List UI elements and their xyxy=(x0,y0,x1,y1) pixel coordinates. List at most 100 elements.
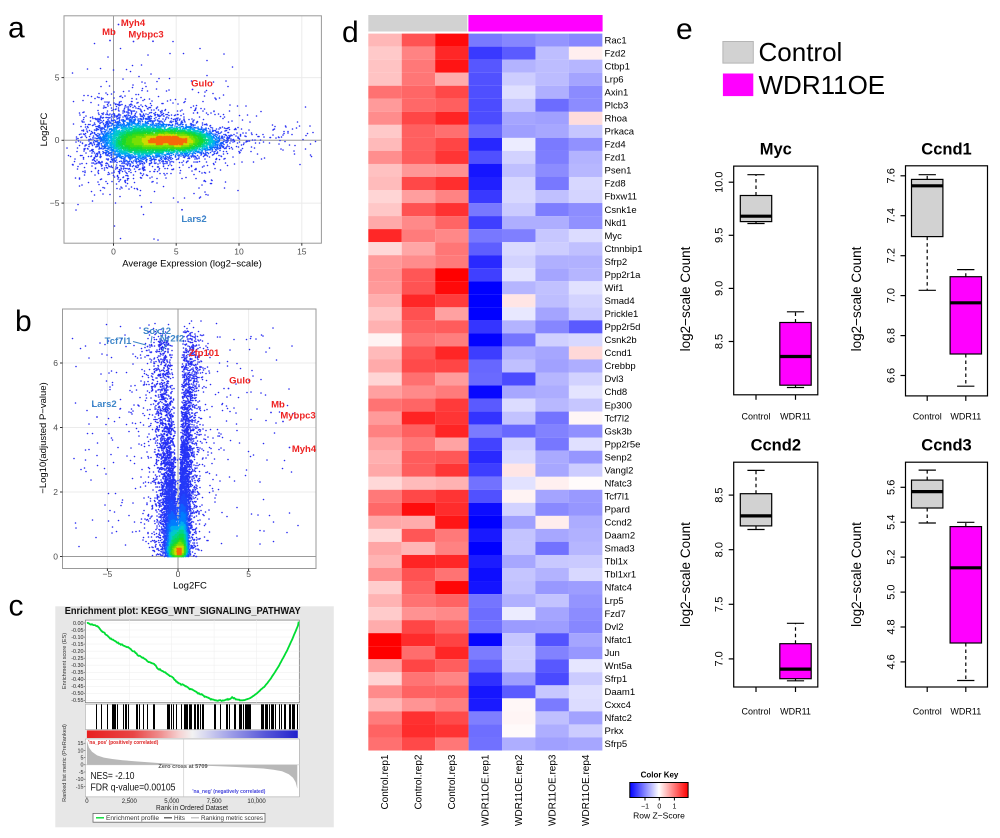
svg-text:Nfatc4: Nfatc4 xyxy=(605,583,632,594)
svg-text:10.0: 10.0 xyxy=(714,171,726,192)
svg-text:-0.55: -0.55 xyxy=(71,698,83,704)
svg-text:8.5: 8.5 xyxy=(714,487,726,502)
svg-text:Lars2: Lars2 xyxy=(181,214,206,225)
svg-text:1: 1 xyxy=(672,804,676,811)
svg-text:Nfatc1: Nfatc1 xyxy=(605,635,632,646)
svg-text:7.0: 7.0 xyxy=(714,651,726,666)
svg-text:Ctnnbip1: Ctnnbip1 xyxy=(605,244,643,255)
svg-text:10: 10 xyxy=(78,748,84,754)
svg-text:0: 0 xyxy=(85,799,89,805)
svg-text:Gulo: Gulo xyxy=(229,376,251,387)
svg-text:5.0: 5.0 xyxy=(886,584,898,599)
svg-text:d: d xyxy=(342,16,359,49)
svg-text:Csnk1e: Csnk1e xyxy=(605,205,637,216)
svg-text:−Log10(adjusted P−value): −Log10(adjusted P−value) xyxy=(38,382,49,493)
svg-text:a: a xyxy=(8,12,25,45)
svg-text:7.4: 7.4 xyxy=(886,208,898,223)
svg-text:7,500: 7,500 xyxy=(207,799,223,805)
svg-text:Plcb3: Plcb3 xyxy=(605,101,629,112)
svg-text:Rac1: Rac1 xyxy=(605,35,627,46)
svg-text:5.2: 5.2 xyxy=(886,549,898,564)
svg-text:Hits: Hits xyxy=(174,815,186,822)
svg-text:Smad3: Smad3 xyxy=(605,544,635,555)
svg-text:Mybpc3: Mybpc3 xyxy=(280,411,315,422)
svg-text:WDR11OE.rep4: WDR11OE.rep4 xyxy=(581,754,592,826)
svg-text:Cxxc4: Cxxc4 xyxy=(605,700,631,711)
svg-text:Ppard: Ppard xyxy=(605,505,630,516)
svg-text:0: 0 xyxy=(55,135,60,145)
svg-text:Tcf7l1: Tcf7l1 xyxy=(105,336,132,347)
svg-text:log2−scale Count: log2−scale Count xyxy=(678,246,693,351)
svg-text:-0.10: -0.10 xyxy=(71,635,83,641)
svg-text:Ranked list metric (PreRanked): Ranked list metric (PreRanked) xyxy=(62,724,68,802)
svg-text:Control: Control xyxy=(913,707,942,717)
svg-text:Axin1: Axin1 xyxy=(605,88,629,99)
svg-text:Prkx: Prkx xyxy=(605,726,624,737)
svg-text:-10: -10 xyxy=(76,777,84,783)
svg-text:Enrichment profile: Enrichment profile xyxy=(106,815,159,822)
svg-text:8.5: 8.5 xyxy=(714,334,726,349)
svg-text:Rhoa: Rhoa xyxy=(605,114,628,125)
svg-text:Nr2f2: Nr2f2 xyxy=(160,334,184,345)
svg-text:WDR11: WDR11 xyxy=(950,707,981,717)
svg-text:Row Z−Score: Row Z−Score xyxy=(633,811,685,821)
svg-text:Daam2: Daam2 xyxy=(605,531,636,542)
svg-text:5.4: 5.4 xyxy=(886,515,898,530)
svg-text:Smad4: Smad4 xyxy=(605,296,635,307)
svg-text:log2−scale Count: log2−scale Count xyxy=(678,522,693,627)
svg-text:Lrp6: Lrp6 xyxy=(605,74,624,85)
svg-text:Myc: Myc xyxy=(760,141,792,159)
svg-text:5: 5 xyxy=(81,756,84,762)
svg-text:0: 0 xyxy=(81,763,84,769)
svg-text:Myh4: Myh4 xyxy=(121,18,146,29)
svg-text:10: 10 xyxy=(234,247,244,257)
svg-text:Mb: Mb xyxy=(102,27,116,38)
svg-text:0: 0 xyxy=(176,569,181,579)
svg-text:10,000: 10,000 xyxy=(247,799,266,805)
svg-text:Rank in Ordered Dataset: Rank in Ordered Dataset xyxy=(156,803,229,812)
svg-text:Fzd1: Fzd1 xyxy=(605,153,626,164)
svg-text:Fzd7: Fzd7 xyxy=(605,609,626,620)
svg-text:Ppp2r1a: Ppp2r1a xyxy=(605,270,642,281)
svg-text:5: 5 xyxy=(174,247,179,257)
svg-text:5: 5 xyxy=(246,569,251,579)
svg-text:5: 5 xyxy=(55,72,60,82)
svg-text:Enrichment plot: KEGG_WNT_SIGN: Enrichment plot: KEGG_WNT_SIGNALING_PATH… xyxy=(65,606,301,617)
svg-text:15: 15 xyxy=(297,247,307,257)
svg-text:log2−scale Count: log2−scale Count xyxy=(849,522,864,627)
svg-text:6: 6 xyxy=(53,358,58,368)
svg-text:Log2FC: Log2FC xyxy=(39,112,50,146)
svg-text:5.6: 5.6 xyxy=(886,480,898,495)
svg-text:Ccnd2: Ccnd2 xyxy=(751,437,801,455)
svg-text:Control: Control xyxy=(759,37,843,67)
svg-text:'na_pos' (positively correlate: 'na_pos' (positively correlated) xyxy=(88,740,158,746)
svg-text:Control.rep3: Control.rep3 xyxy=(447,754,458,809)
svg-text:0.00: 0.00 xyxy=(73,621,84,627)
svg-text:e: e xyxy=(676,13,693,46)
svg-text:5,000: 5,000 xyxy=(164,799,180,805)
svg-text:0: 0 xyxy=(53,551,58,561)
svg-text:Sfrp1: Sfrp1 xyxy=(605,674,628,685)
svg-text:Control: Control xyxy=(741,412,770,422)
svg-text:Chd8: Chd8 xyxy=(605,387,628,398)
svg-text:Fzd2: Fzd2 xyxy=(605,48,626,59)
svg-text:FDR q-value=0.00105: FDR q-value=0.00105 xyxy=(91,783,176,794)
svg-text:WDR11: WDR11 xyxy=(780,707,811,717)
svg-text:8.0: 8.0 xyxy=(714,542,726,557)
svg-text:-0.45: -0.45 xyxy=(71,684,83,690)
svg-text:7.0: 7.0 xyxy=(886,288,898,303)
svg-text:'na_neg' (negatively correlate: 'na_neg' (negatively correlated) xyxy=(192,789,265,795)
svg-text:Dvl2: Dvl2 xyxy=(605,622,624,633)
svg-text:WDR11: WDR11 xyxy=(780,412,811,422)
svg-text:Sox12: Sox12 xyxy=(143,326,171,337)
svg-text:WDR11OE.rep3: WDR11OE.rep3 xyxy=(547,754,558,826)
svg-text:Prkaca: Prkaca xyxy=(605,127,635,138)
svg-text:Ranking metric scores: Ranking metric scores xyxy=(201,815,264,822)
svg-text:Zero cross at 5709: Zero cross at 5709 xyxy=(158,764,207,770)
svg-text:4.8: 4.8 xyxy=(886,619,898,634)
svg-text:Tcf7l1: Tcf7l1 xyxy=(605,492,630,503)
svg-text:Control.rep1: Control.rep1 xyxy=(380,754,391,809)
svg-text:Control.rep2: Control.rep2 xyxy=(414,754,425,809)
svg-text:Dvl3: Dvl3 xyxy=(605,374,624,385)
svg-text:0: 0 xyxy=(111,247,116,257)
